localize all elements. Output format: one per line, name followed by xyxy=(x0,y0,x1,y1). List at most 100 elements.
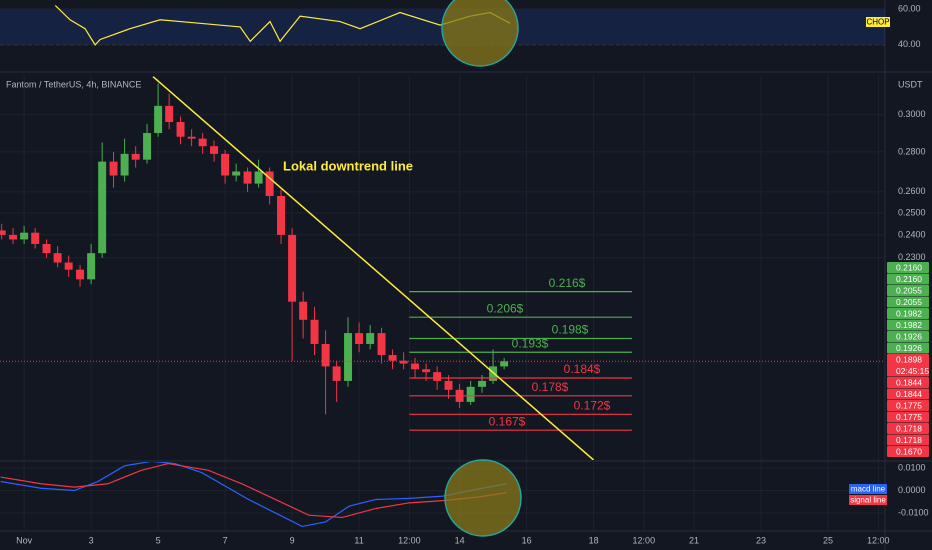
candle-body xyxy=(277,195,286,235)
y-tick-label: 0.2300 xyxy=(898,252,926,262)
price-tag xyxy=(887,262,929,273)
candle-body xyxy=(0,230,6,235)
candle-body xyxy=(288,234,297,302)
x-tick-label: 3 xyxy=(89,535,94,545)
price-tag-label: 0.1982 xyxy=(896,320,922,330)
candle-body xyxy=(42,243,51,254)
price-tag-label: 0.1844 xyxy=(896,377,922,387)
price-level-label: 0.167$ xyxy=(489,414,526,428)
candle-body xyxy=(332,366,341,381)
candle-body xyxy=(489,366,498,381)
indicator-line xyxy=(54,4,511,46)
price-level-label: 0.216$ xyxy=(549,276,586,290)
candle-body xyxy=(198,138,207,147)
price-tag-label: 0.1775 xyxy=(896,400,922,410)
price-tag-label: 0.1926 xyxy=(896,343,922,353)
x-tick-label: 21 xyxy=(689,535,699,545)
candle-body xyxy=(165,105,174,123)
price-tag xyxy=(887,423,929,434)
price-tag xyxy=(887,354,929,377)
price-tag-label: 0.1844 xyxy=(896,389,922,399)
x-tick-label: 14 xyxy=(455,535,465,545)
x-tick-label: 16 xyxy=(522,535,532,545)
price-tag-label: 0.2055 xyxy=(896,297,922,307)
candle-body xyxy=(243,171,252,184)
candle-body xyxy=(265,171,274,196)
x-tick-label: 18 xyxy=(589,535,599,545)
y-tick-label: 40.00 xyxy=(898,39,921,49)
candle-body xyxy=(176,122,185,137)
symbol-title: Fantom / TetherUS, 4h, BINANCE xyxy=(6,79,141,89)
candle-body xyxy=(143,133,152,160)
candle-body xyxy=(87,253,96,280)
price-tag-label: 0.2160 xyxy=(896,262,922,272)
y-tick-label: 0.3000 xyxy=(898,109,926,119)
candle-body xyxy=(344,333,353,381)
highlight-circle xyxy=(444,459,522,537)
candle-body xyxy=(466,386,475,402)
candle-body xyxy=(53,253,62,263)
legend-label: signal line xyxy=(850,496,886,505)
y-tick-label: 0.2400 xyxy=(898,229,926,239)
candle-body xyxy=(355,333,364,344)
price-tag-label: 0.2055 xyxy=(896,285,922,295)
candle-body xyxy=(299,301,308,320)
candle-body xyxy=(31,232,40,244)
y-tick-label: 0.0100 xyxy=(898,462,926,472)
x-tick-label: 5 xyxy=(156,535,161,545)
price-tag-label: 0.1898 xyxy=(896,354,922,364)
price-tag xyxy=(887,434,929,446)
x-tick-label: 12:00 xyxy=(633,535,656,545)
price-tag-label: 0.1926 xyxy=(896,331,922,341)
x-tick-label: 7 xyxy=(223,535,228,545)
candle-body xyxy=(154,105,163,134)
candle-body xyxy=(210,146,219,154)
y-tick-label: 0.2600 xyxy=(898,186,926,196)
candle-body xyxy=(221,153,230,176)
price-tag-label: 02:45:15 xyxy=(896,366,929,376)
x-tick-label: 12:00 xyxy=(867,535,890,545)
candle-body xyxy=(444,380,453,390)
price-tag xyxy=(887,308,929,319)
candle-body xyxy=(187,136,196,139)
price-tag xyxy=(887,400,929,411)
price-tag-label: 0.1718 xyxy=(896,423,922,433)
price-level-label: 0.178$ xyxy=(532,380,569,394)
trend-line-label: Lokal downtrend line xyxy=(283,158,413,173)
candle-body xyxy=(232,171,241,176)
candle-body xyxy=(500,361,509,367)
candle-body xyxy=(98,161,107,254)
price-tag-label: 0.1718 xyxy=(896,435,922,445)
candle-body xyxy=(254,171,263,184)
price-tag-label: 0.1670 xyxy=(896,446,922,456)
price-tag xyxy=(887,446,929,457)
candle-body xyxy=(377,333,386,356)
price-tag xyxy=(887,319,929,331)
candle-body xyxy=(9,234,18,240)
candle-body xyxy=(64,262,73,270)
y-tick-label: -0.0100 xyxy=(898,507,929,517)
x-tick-label: 11 xyxy=(354,535,363,545)
price-tag xyxy=(887,285,929,296)
candle-body xyxy=(20,232,29,240)
price-level-label: 0.198$ xyxy=(552,323,589,337)
price-tag xyxy=(887,331,929,342)
candle-body xyxy=(109,161,118,176)
y-tick-label: 60.00 xyxy=(898,3,921,13)
trend-line xyxy=(152,76,595,460)
x-tick-label: Nov xyxy=(16,535,33,545)
candle-body xyxy=(120,153,129,176)
candle-body xyxy=(76,269,85,280)
price-tag xyxy=(887,388,929,400)
candle-body xyxy=(321,343,330,367)
price-tag xyxy=(887,296,929,308)
candle-body xyxy=(422,369,431,373)
candle-body xyxy=(131,153,140,160)
indicator-line xyxy=(0,462,507,528)
y-tick-label: 0.2800 xyxy=(898,146,926,156)
price-tag-label: 0.1982 xyxy=(896,308,922,318)
indicator-line xyxy=(0,462,507,519)
x-tick-label: 25 xyxy=(823,535,833,545)
